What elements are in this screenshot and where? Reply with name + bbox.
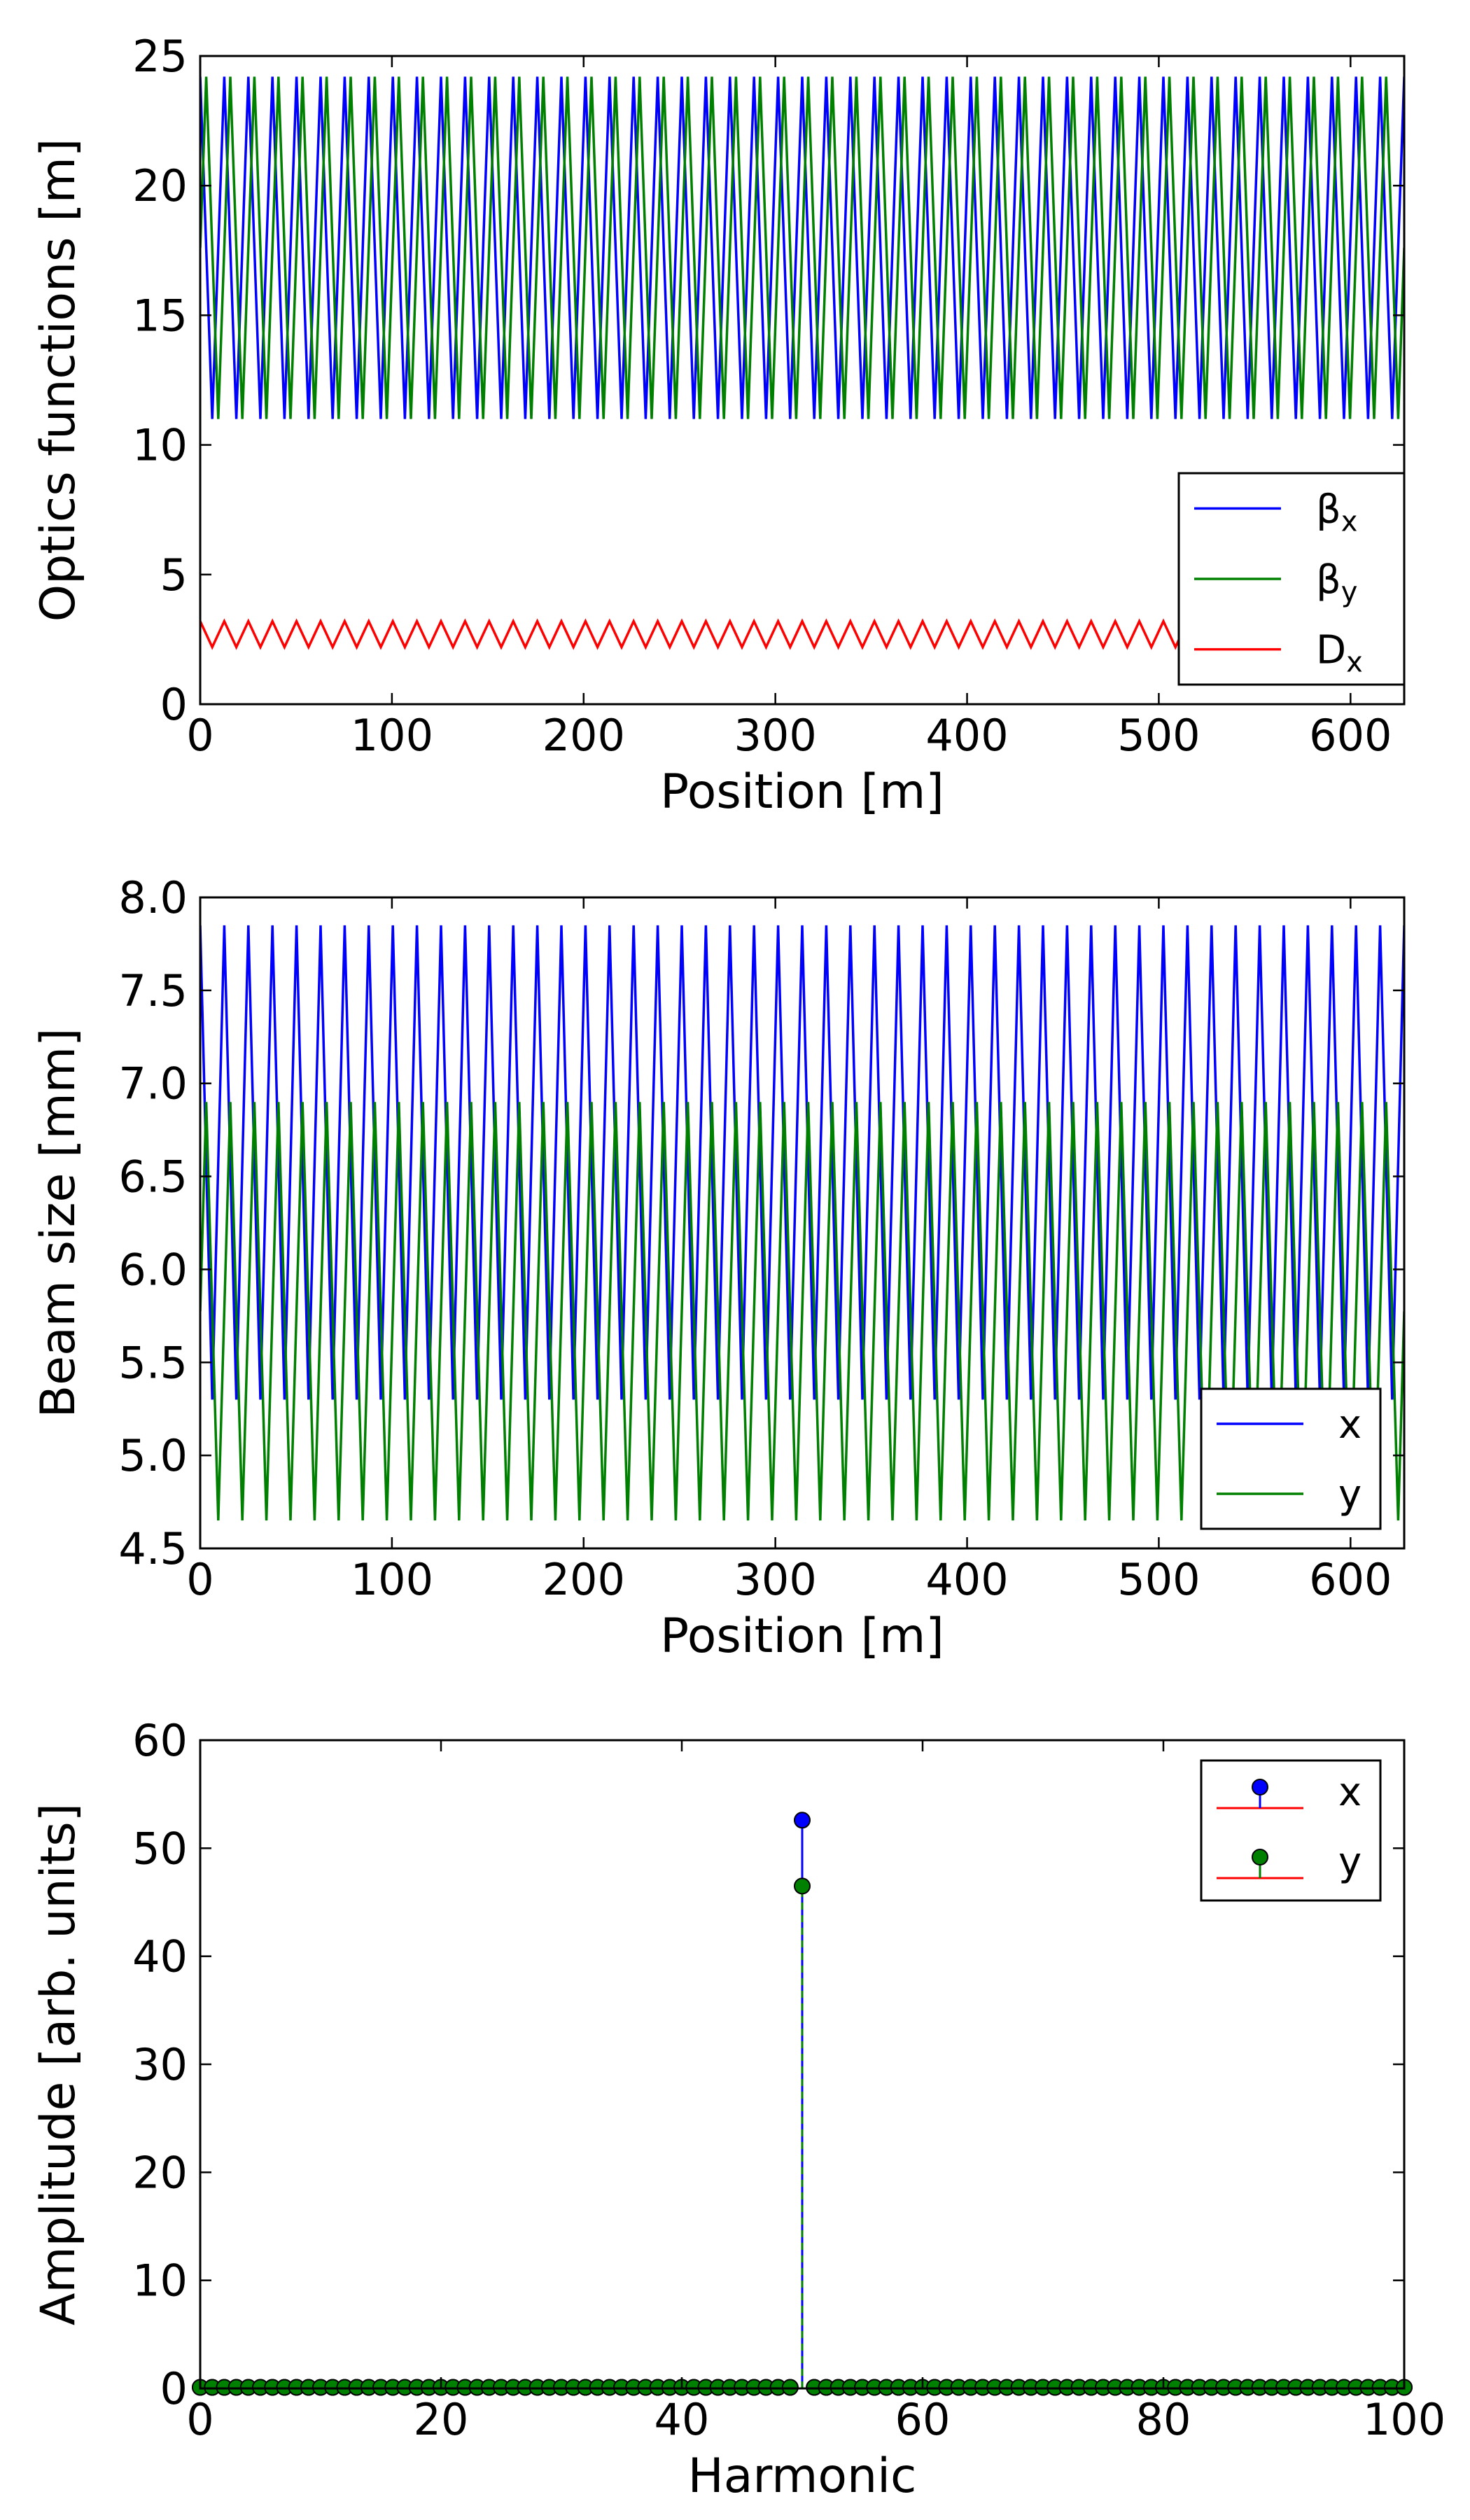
y-tick-label: 8.0 xyxy=(118,872,188,923)
harmonic-spectrum-panel: 0 20 40 60 80 1000102030405060HarmonicAmplitu… xyxy=(31,1715,1446,2504)
y-tick-label: 25 xyxy=(132,31,188,82)
y-tick-label: 10 xyxy=(132,2255,188,2306)
y-tick-label: 5 xyxy=(160,550,188,601)
legend-marker-x xyxy=(1252,1779,1268,1795)
y-tick-label: 60 xyxy=(132,1715,188,1766)
y-tick-label: 4.5 xyxy=(118,1523,188,1574)
series-line-βx xyxy=(200,76,1404,419)
legend-label-x: x xyxy=(1338,1402,1362,1448)
plot-frame xyxy=(199,55,1406,706)
legend-label-x: x xyxy=(1338,1770,1362,1815)
legend: xy xyxy=(1200,1387,1382,1530)
y-tick-label: 5.5 xyxy=(118,1337,188,1388)
x-tick-label: 500 xyxy=(1117,1554,1200,1605)
x-tick-label: 600 xyxy=(1309,1554,1392,1605)
x-tick-label: 80 xyxy=(1136,2394,1191,2445)
legend-label-y: y xyxy=(1338,1472,1362,1518)
stem-group xyxy=(192,1812,1413,2396)
series-line-x xyxy=(200,925,1404,1400)
legend-marker-y xyxy=(1252,1849,1268,1865)
y-tick-label: 20 xyxy=(132,160,188,211)
y-tick-label: 50 xyxy=(132,1823,188,1874)
x-tick-label: 600 xyxy=(1309,710,1392,761)
stem-peak-y xyxy=(794,1877,811,1895)
stem-peak-x xyxy=(794,1812,811,1829)
x-tick-label: 300 xyxy=(734,1554,816,1605)
y-tick-label: 40 xyxy=(132,1931,188,1982)
y-tick-label: 0 xyxy=(160,679,188,730)
y-tick-label: 7.0 xyxy=(118,1058,188,1110)
x-tick-label: 60 xyxy=(895,2394,951,2445)
y-tick-label: 5.0 xyxy=(118,1430,188,1481)
x-axis-label: Harmonic xyxy=(688,2449,917,2504)
x-tick-label: 40 xyxy=(654,2394,710,2445)
x-tick-label: 100 xyxy=(351,1554,433,1605)
y-tick-label: 10 xyxy=(132,420,188,471)
x-tick-label: 300 xyxy=(734,710,816,761)
beam-size-panel: 0 100 200 300 400 500 600 4.5 5.0 5.5 6.0 6.5 7.0 7.5… xyxy=(31,872,1406,1664)
x-tick-label: 400 xyxy=(925,1554,1008,1605)
y-axis-label: Amplitude [arb. units] xyxy=(31,1803,86,2325)
stem-marker-y xyxy=(781,2379,799,2396)
y-tick-label: 30 xyxy=(132,2039,188,2090)
x-tick-label: 0 xyxy=(186,1554,214,1605)
x-axis-label: Position [m] xyxy=(660,764,944,820)
y-tick-label: 0 xyxy=(160,2363,188,2414)
legend-label-sub: x xyxy=(1341,505,1358,538)
x-tick-label: 500 xyxy=(1117,710,1200,761)
series-line-βy xyxy=(200,76,1404,419)
x-tick-label: 200 xyxy=(542,710,625,761)
y-tick-label: 7.5 xyxy=(118,965,188,1016)
plot-frame xyxy=(199,896,1406,1550)
x-tick-label: 20 xyxy=(414,2394,469,2445)
legend-label-sub: y xyxy=(1341,576,1358,608)
optics-functions-panel: 0 100 200 300 400 500 600 0 5 10 15 20 25 Position [m… xyxy=(31,31,1406,820)
x-tick-label: 0 xyxy=(186,2394,214,2445)
x-tick-label: 100 xyxy=(1363,2394,1446,2445)
y-axis-label: Beam size [mm] xyxy=(31,1028,86,1418)
y-tick-label: 15 xyxy=(132,290,188,341)
x-tick-label: 400 xyxy=(925,710,1008,761)
legend: xy xyxy=(1200,1759,1382,1902)
x-tick-label: 200 xyxy=(542,1554,625,1605)
legend-label-y: y xyxy=(1338,1840,1362,1885)
y-axis-label: Optics functions [m] xyxy=(31,139,86,622)
y-tick-label: 6.0 xyxy=(118,1244,188,1295)
x-tick-label: 0 xyxy=(186,710,214,761)
x-tick-label: 100 xyxy=(351,710,433,761)
y-tick-label: 20 xyxy=(132,2147,188,2198)
legend-label-sub: x xyxy=(1346,647,1363,679)
y-tick-label: 6.5 xyxy=(118,1152,188,1203)
legend-box xyxy=(1200,1387,1382,1530)
x-axis-label: Position [m] xyxy=(660,1609,944,1664)
